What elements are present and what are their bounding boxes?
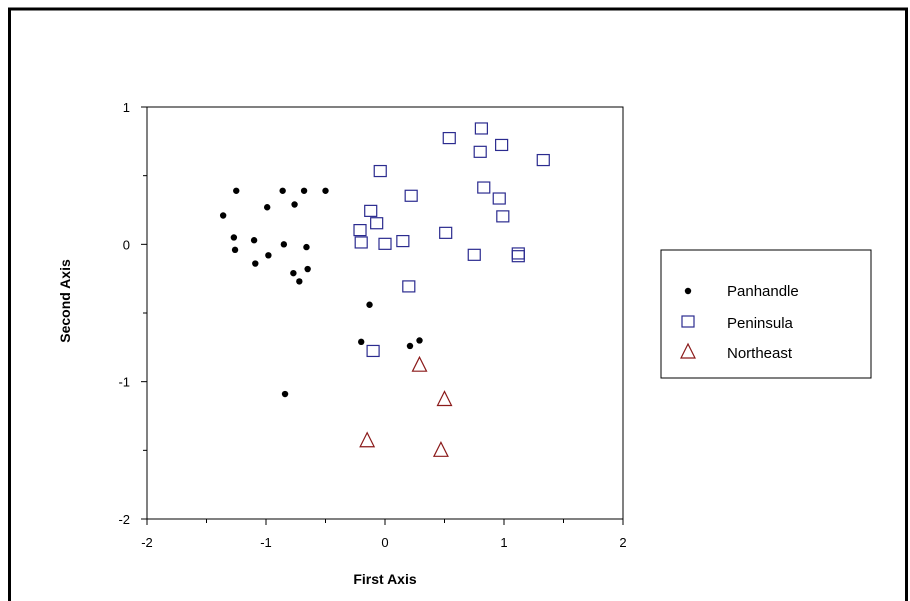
y-tick-label: -1: [118, 375, 130, 390]
y-tick-label: -2: [118, 512, 130, 527]
data-point-panhandle: [291, 201, 298, 208]
data-point-peninsula: [354, 236, 368, 249]
data-point-panhandle: [252, 260, 259, 267]
data-point-northeast: [411, 355, 428, 372]
data-point-panhandle: [304, 265, 311, 273]
series-panhandle: [219, 187, 423, 398]
data-point-panhandle: [416, 337, 423, 344]
x-tick-label: 1: [500, 535, 507, 550]
data-point-peninsula: [477, 181, 491, 194]
y-tick-label: 0: [123, 237, 130, 252]
data-point-peninsula: [473, 145, 487, 158]
legend: Panhandle Peninsula Northeast: [660, 249, 872, 379]
data-point-panhandle: [280, 241, 288, 248]
y-tick-label: 1: [123, 100, 130, 115]
y-axis-title: Second Axis: [57, 259, 73, 343]
axis-ticks: [141, 106, 624, 525]
legend-marker-panhandle: [684, 287, 692, 295]
data-point-panhandle: [296, 278, 303, 285]
data-point-peninsula: [404, 189, 418, 202]
legend-label-panhandle: Panhandle: [727, 283, 799, 300]
data-point-peninsula: [442, 131, 456, 145]
data-point-peninsula: [370, 217, 384, 230]
x-tick-label: 0: [381, 535, 388, 550]
legend-marker-northeast: [680, 342, 696, 359]
legend-marker-peninsula: [681, 315, 695, 328]
data-point-peninsula: [495, 138, 509, 152]
data-point-panhandle: [322, 187, 329, 194]
data-point-panhandle: [219, 212, 227, 219]
data-point-panhandle: [265, 252, 272, 259]
data-point-panhandle: [281, 390, 289, 398]
data-point-peninsula: [364, 204, 378, 217]
legend-label-northeast: Northeast: [727, 345, 793, 362]
data-point-peninsula: [378, 237, 392, 250]
data-point-peninsula: [492, 192, 506, 205]
data-point-panhandle: [233, 187, 240, 194]
data-point-panhandle: [358, 338, 365, 346]
data-point-peninsula: [439, 226, 453, 239]
x-tick-label: -1: [260, 535, 272, 550]
legend-box: [660, 249, 872, 379]
tick-labels: -2 -1 0 1 2 -2 -1 0 1: [118, 100, 626, 550]
data-point-northeast: [432, 440, 449, 457]
data-point-peninsula: [402, 280, 416, 293]
data-point-peninsula: [474, 122, 488, 135]
data-point-panhandle: [303, 243, 310, 251]
series-peninsula: [353, 122, 550, 358]
data-point-peninsula: [353, 224, 367, 237]
data-point-panhandle: [231, 246, 239, 254]
data-point-panhandle: [290, 269, 297, 277]
x-tick-label: 2: [619, 535, 626, 550]
data-point-peninsula: [496, 210, 510, 223]
data-point-panhandle: [230, 234, 238, 241]
data-point-panhandle: [406, 342, 414, 350]
data-point-peninsula: [366, 344, 380, 358]
x-axis-title: First Axis: [353, 571, 416, 587]
data-point-peninsula: [536, 153, 550, 167]
plot-area: [146, 106, 624, 520]
data-point-panhandle: [263, 204, 271, 211]
data-point-panhandle: [300, 187, 308, 194]
data-point-peninsula: [511, 250, 525, 263]
data-point-peninsula: [467, 248, 481, 261]
data-point-panhandle: [366, 301, 373, 308]
data-points: [219, 122, 550, 457]
data-point-northeast: [436, 390, 453, 407]
data-point-peninsula: [373, 164, 387, 178]
series-northeast: [359, 355, 453, 457]
legend-markers: [680, 287, 696, 359]
data-point-northeast: [359, 431, 376, 448]
data-point-panhandle: [250, 237, 258, 244]
x-tick-label: -2: [141, 535, 153, 550]
data-point-panhandle: [279, 187, 286, 194]
legend-label-peninsula: Peninsula: [727, 315, 794, 332]
data-point-peninsula: [396, 234, 410, 248]
